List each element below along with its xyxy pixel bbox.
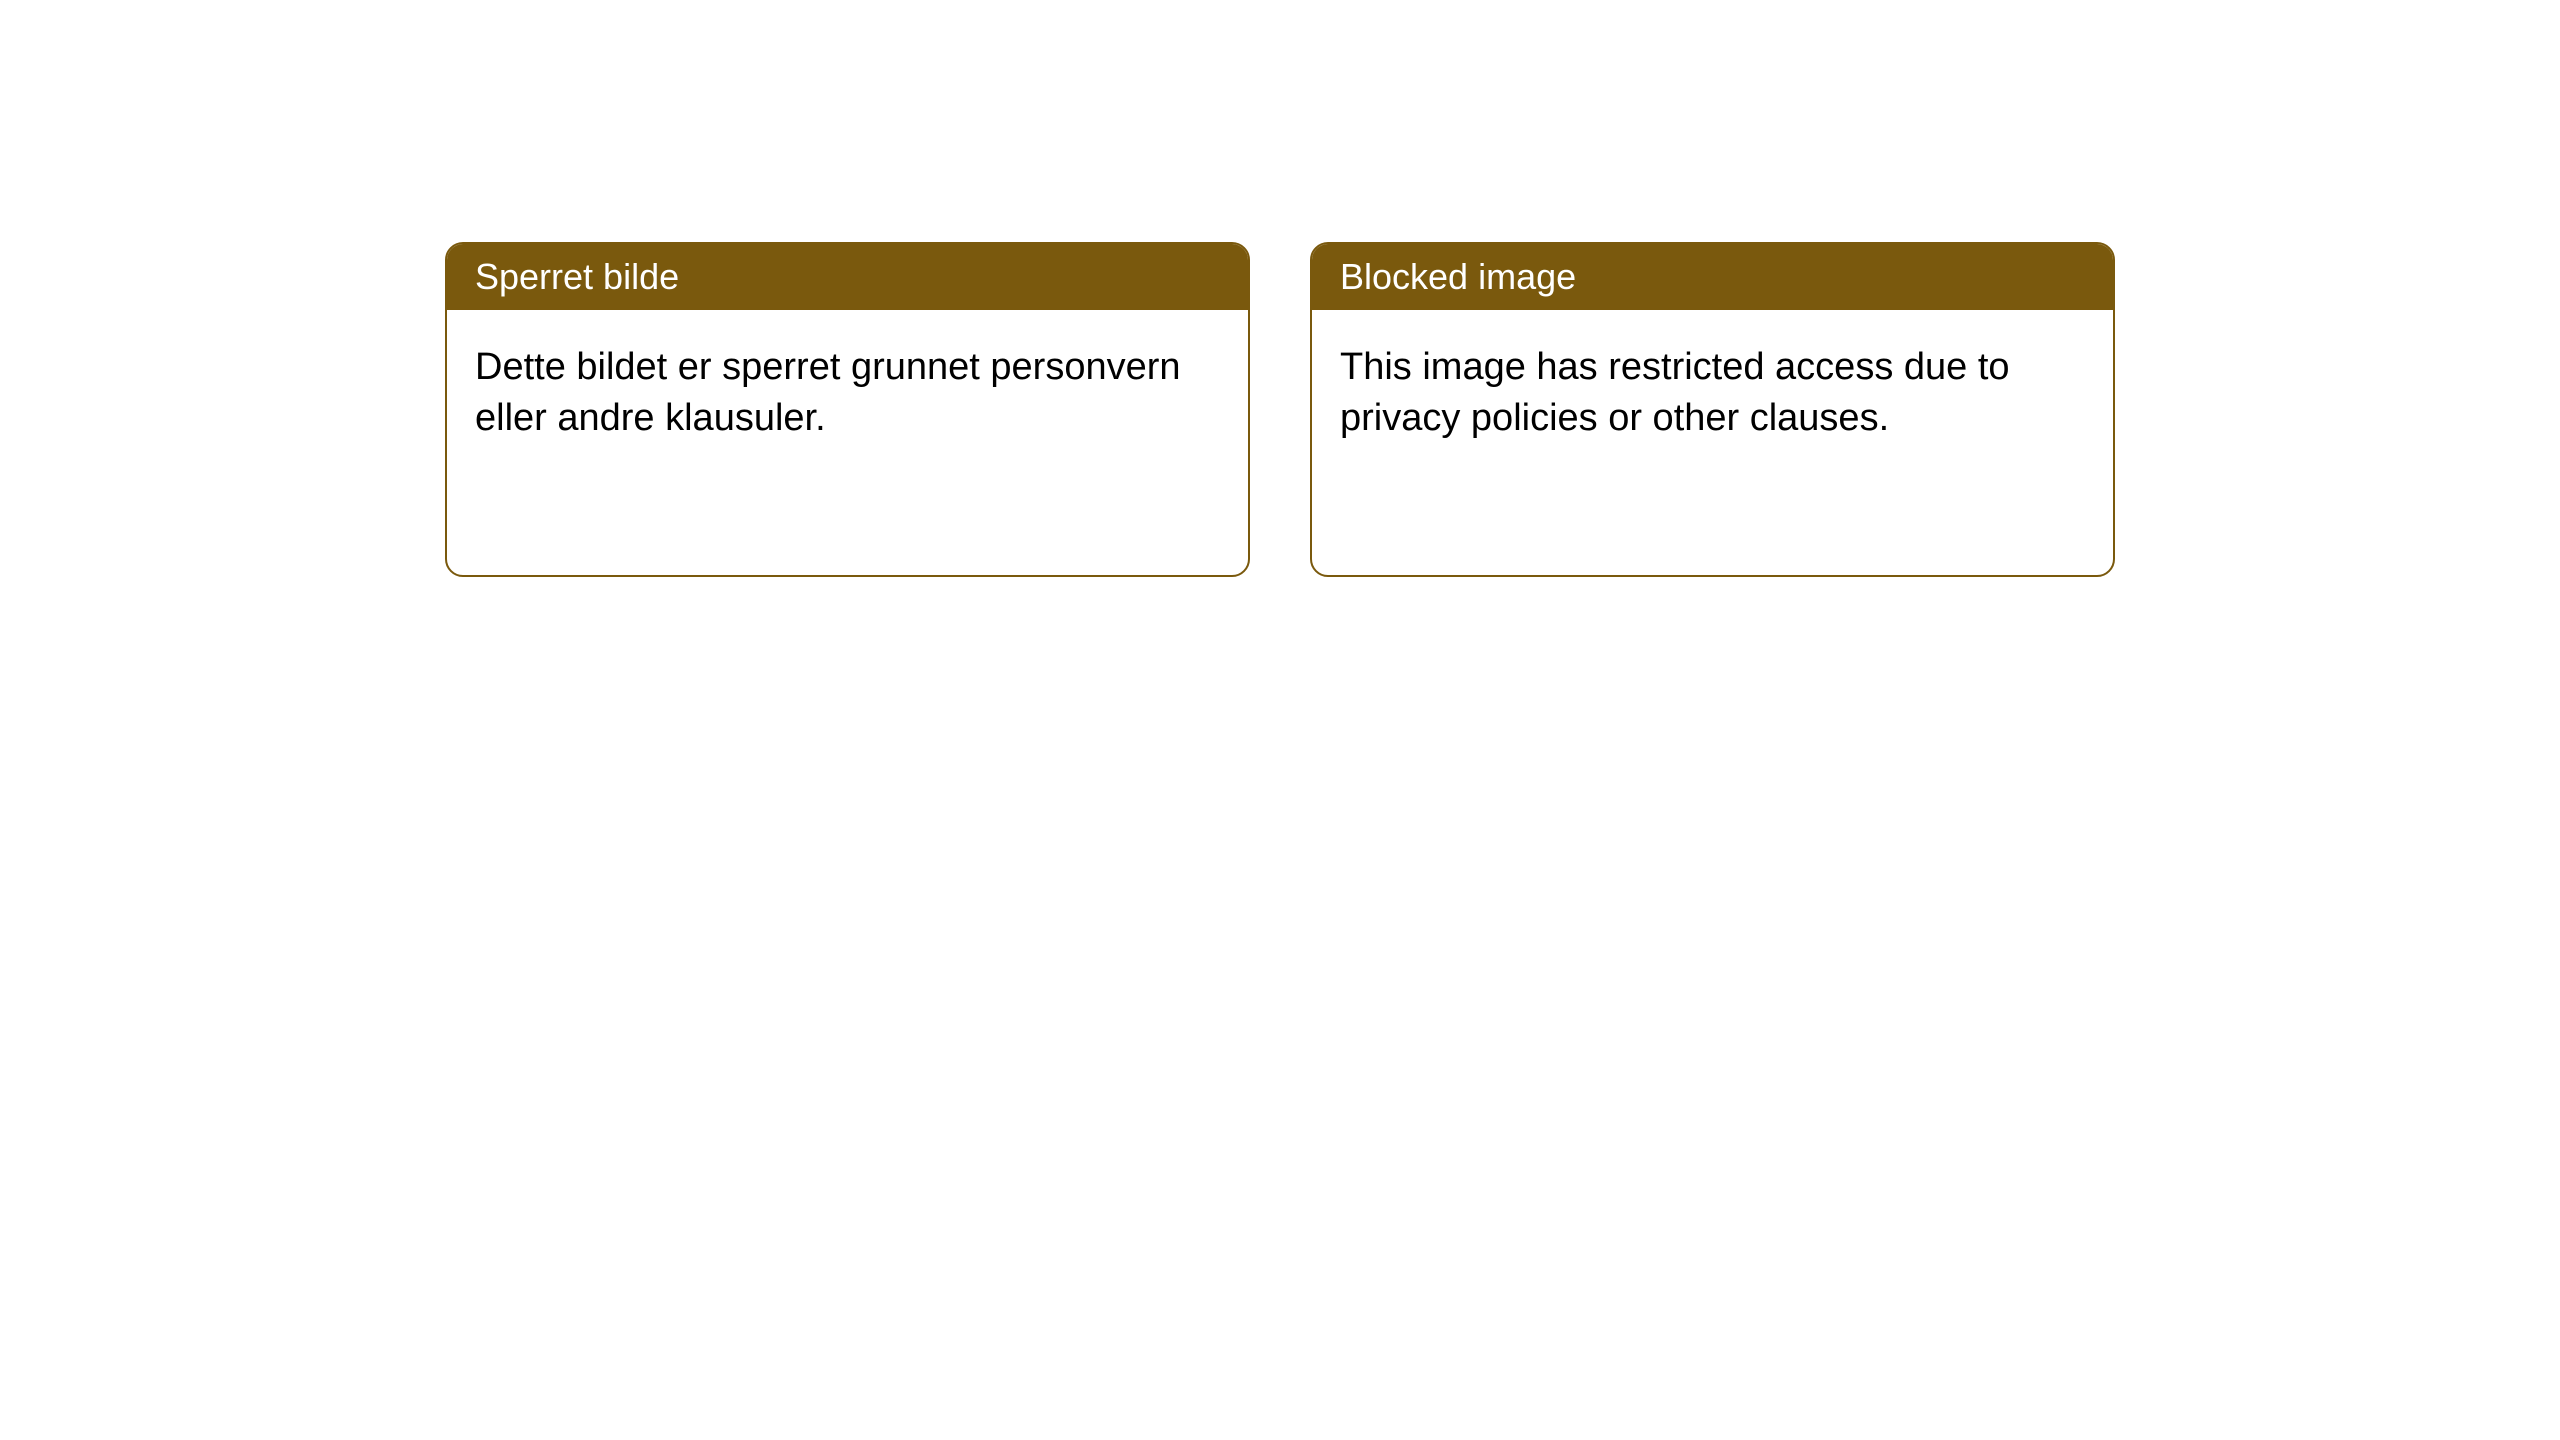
notice-card-body-text: This image has restricted access due to …: [1340, 346, 2010, 439]
notice-card-body: Dette bildet er sperret grunnet personve…: [447, 310, 1248, 477]
notice-card-title: Blocked image: [1340, 256, 1576, 297]
notice-card-body-text: Dette bildet er sperret grunnet personve…: [475, 346, 1181, 439]
notice-container: Sperret bilde Dette bildet er sperret gr…: [445, 242, 2115, 1440]
notice-card-norwegian: Sperret bilde Dette bildet er sperret gr…: [445, 242, 1250, 577]
notice-card-header: Blocked image: [1312, 244, 2113, 310]
notice-card-english: Blocked image This image has restricted …: [1310, 242, 2115, 577]
notice-card-header: Sperret bilde: [447, 244, 1248, 310]
notice-card-body: This image has restricted access due to …: [1312, 310, 2113, 477]
notice-card-title: Sperret bilde: [475, 256, 679, 297]
